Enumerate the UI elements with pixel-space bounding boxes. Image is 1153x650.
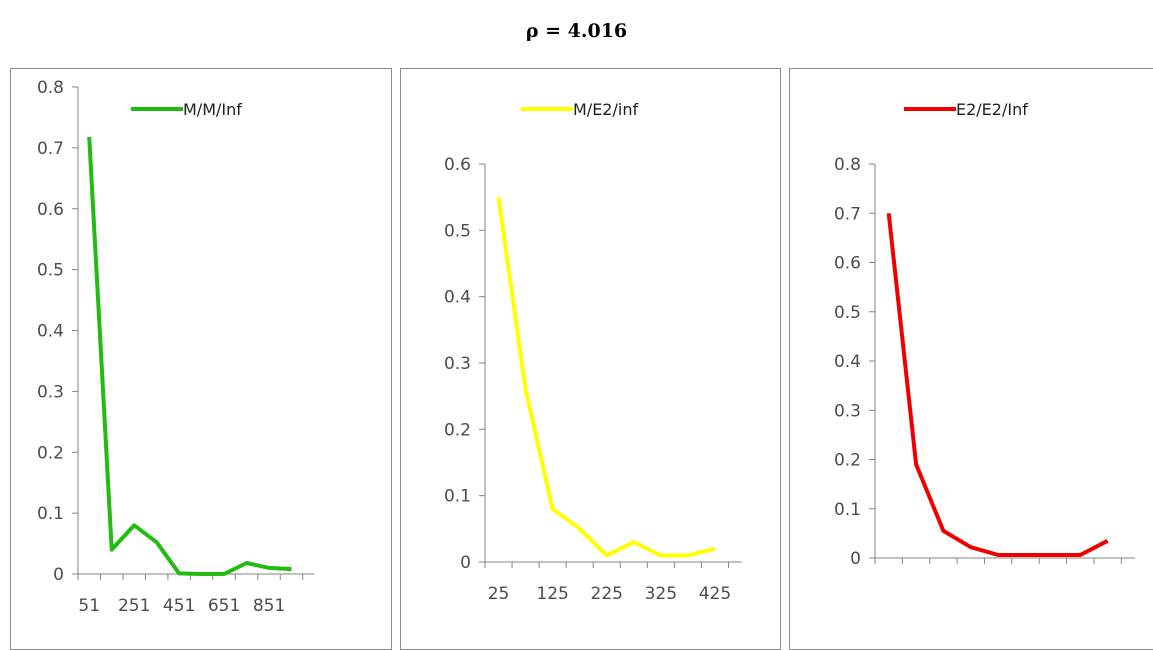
x-tick-label: 225 (591, 584, 623, 604)
x-tick-label: 425 (699, 584, 731, 604)
y-tick-label: 0.7 (834, 204, 861, 224)
series-line (87, 136, 292, 576)
y-tick-label: 0.2 (834, 451, 861, 471)
series-line (886, 213, 1109, 557)
y-tick-label: 0 (850, 549, 861, 569)
chart-panel-mm-inf: 0 0.1 0.2 0.3 0.4 0.5 0.6 0.7 0.8 51 251 451 651 851 M… (10, 68, 392, 650)
y-tick-label: 0.5 (444, 221, 471, 241)
y-tick-label: 0.5 (834, 303, 861, 323)
y-tick-label: 0.1 (37, 504, 64, 524)
legend-label: E2/E2/Inf (956, 100, 1028, 119)
y-tick-label: 0.3 (444, 354, 471, 374)
y-tick-label: 0.4 (37, 322, 64, 342)
x-tick-label: 125 (536, 584, 568, 604)
x-tick-label: 25 (488, 584, 510, 604)
chart-mm-inf: 0 0.1 0.2 0.3 0.4 0.5 0.6 0.7 0.8 51 251 451 651 851 M… (37, 78, 314, 616)
y-tick-label: 0.5 (37, 261, 64, 281)
page-title: ρ = 4.016 (525, 20, 628, 42)
y-tick-label: 0.7 (37, 139, 64, 159)
x-tick-label: 451 (163, 596, 195, 616)
y-tick-label: 0.3 (37, 382, 64, 402)
y-tick-label: 0.1 (834, 500, 861, 520)
y-tick-label: 0.6 (834, 254, 861, 274)
series-line (496, 196, 716, 558)
y-tick-label: 0.3 (834, 401, 861, 421)
y-tick-label: 0.4 (834, 352, 861, 372)
y-tick-label: 0 (53, 565, 64, 585)
x-tick-label: 651 (208, 596, 240, 616)
y-tick-label: 0 (460, 553, 471, 573)
x-tick-label: 851 (253, 596, 285, 616)
x-tick-label: 325 (645, 584, 677, 604)
legend-label: M/E2/inf (573, 100, 638, 119)
y-tick-label: 0.8 (834, 155, 861, 175)
chart-panel-me2-inf: 0 0.1 0.2 0.3 0.4 0.5 0.6 25 125 225 325 425 M/E2/in… (400, 68, 781, 650)
legend-label: M/M/Inf (183, 100, 242, 119)
x-tick-label: 251 (118, 596, 150, 616)
y-tick-label: 0.1 (444, 487, 471, 507)
y-tick-label: 0.2 (37, 443, 64, 463)
chart-me2-inf: 0 0.1 0.2 0.3 0.4 0.5 0.6 25 125 225 325 425 M/E2/in… (444, 100, 742, 604)
y-tick-label: 0.6 (444, 155, 471, 175)
y-tick-label: 0.8 (37, 78, 64, 98)
y-tick-label: 0.2 (444, 420, 471, 440)
chart-e2e2-inf: 0 0.1 0.2 0.3 0.4 0.5 0.6 0.7 0.8 E2/E2/Inf (834, 100, 1135, 569)
chart-panel-e2e2-inf: 0 0.1 0.2 0.3 0.4 0.5 0.6 0.7 0.8 E2/E2/Inf (789, 68, 1153, 650)
y-tick-label: 0.4 (444, 288, 471, 308)
y-tick-label: 0.6 (37, 200, 64, 220)
x-tick-label: 51 (78, 596, 100, 616)
